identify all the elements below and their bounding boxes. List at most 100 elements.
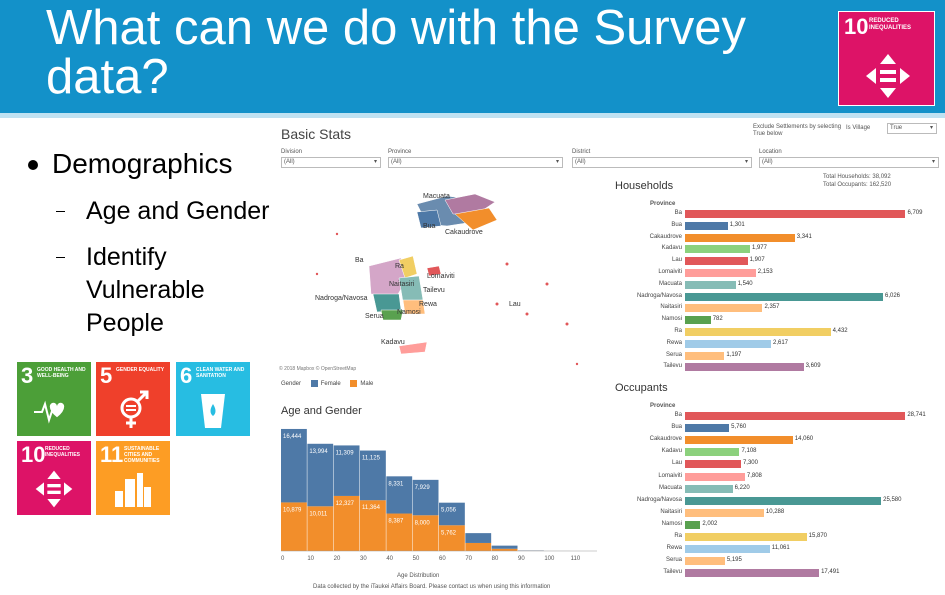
bar-category-label: Cakaudrove — [649, 233, 682, 240]
province-filter[interactable]: (All) ▾ — [388, 157, 563, 168]
bullet-dot — [28, 160, 38, 170]
bar-category-label: Bua — [671, 424, 682, 431]
bar[interactable] — [685, 363, 804, 372]
map-label: Nadroga/Navosa — [315, 295, 368, 302]
bar-value-label: 5,195 — [726, 557, 742, 564]
map-region[interactable] — [426, 265, 442, 277]
female-bar[interactable] — [307, 443, 334, 507]
female-bar[interactable] — [333, 445, 360, 496]
male-bar[interactable] — [281, 502, 307, 551]
map-region[interactable] — [398, 255, 418, 279]
bar-category-label: Nadroga/Navosa — [636, 292, 682, 299]
female-value-label: 3 — [546, 556, 550, 562]
bar[interactable] — [685, 233, 795, 242]
female-bar[interactable] — [439, 502, 465, 526]
bar[interactable] — [685, 472, 745, 481]
female-bar[interactable] — [386, 476, 413, 514]
bar[interactable] — [685, 316, 711, 325]
legend-title: Gender — [281, 381, 302, 388]
bar-category-label: Macuata — [658, 484, 682, 491]
female-value-label: 8,331 — [388, 481, 404, 487]
bar[interactable] — [685, 484, 733, 493]
bar[interactable] — [685, 210, 906, 218]
bar-category-label: Nadroga/Navosa — [636, 496, 682, 503]
bar[interactable] — [685, 339, 771, 348]
bar[interactable] — [685, 436, 793, 445]
bar[interactable] — [685, 508, 764, 517]
female-bar[interactable] — [412, 479, 439, 516]
bar[interactable] — [685, 221, 728, 230]
bar[interactable] — [685, 292, 883, 301]
district-filter[interactable]: (All) ▾ — [572, 157, 752, 168]
male-bar[interactable] — [360, 500, 386, 551]
sdg-10-badge: 10 REDUCED INEQUALITIES — [838, 11, 935, 106]
bar-category-label: Lomaiviti — [658, 472, 682, 479]
female-bar[interactable] — [281, 428, 307, 503]
bar[interactable] — [685, 412, 906, 420]
x-tick-label: 10 — [307, 556, 314, 562]
map-label: Cakaudrove — [445, 229, 483, 236]
bar[interactable] — [685, 557, 725, 566]
bar[interactable] — [685, 269, 756, 277]
slide-title: What can we do with the Survey data? — [46, 1, 746, 104]
sdg-label: REDUCED INEQUALITIES — [869, 18, 912, 31]
bar[interactable] — [685, 520, 701, 529]
male-bar[interactable] — [465, 542, 492, 551]
chevron-down-icon: ▾ — [555, 159, 559, 165]
sub-bullet-text: Identify Vulnerable People — [86, 243, 205, 337]
bar[interactable] — [685, 545, 770, 554]
x-tick-label: 60 — [439, 556, 446, 562]
male-value-label: 11,364 — [362, 505, 381, 511]
map-island — [525, 312, 529, 316]
is-village-label: Is Village — [846, 125, 871, 131]
bar-value-label: 2,357 — [764, 304, 780, 311]
map-region[interactable] — [398, 341, 428, 355]
bar[interactable] — [685, 533, 807, 541]
female-bar[interactable] — [491, 545, 518, 549]
bar-value-label: 3,341 — [796, 233, 812, 240]
male-bar[interactable] — [491, 548, 518, 551]
location-filter[interactable]: (All) ▾ — [759, 157, 939, 168]
map-region[interactable] — [454, 207, 498, 231]
is-village-select[interactable]: True ▾ — [887, 123, 937, 134]
bar-category-label: Lau — [671, 257, 682, 264]
map-region[interactable] — [402, 299, 426, 315]
male-bar[interactable] — [439, 525, 465, 551]
dashboard-panel: Basic Stats Exclude Settlements by selec… — [277, 118, 945, 595]
bar[interactable] — [685, 351, 725, 360]
bar[interactable] — [685, 424, 730, 433]
bar-category-label: Serua — [665, 351, 682, 358]
gender-symbol-icon — [120, 390, 149, 428]
map-region[interactable] — [380, 309, 404, 321]
sdg-11-tile: 11 SUSTAINABLE CITIES AND COMMUNITIES — [96, 441, 170, 515]
sdg-label: CLEAN WATER AND SANITATION — [196, 367, 245, 379]
bar[interactable] — [685, 569, 820, 578]
male-bar[interactable] — [386, 513, 413, 551]
bar[interactable] — [685, 328, 831, 336]
division-filter[interactable]: (All) ▾ — [281, 157, 381, 168]
male-bar[interactable] — [412, 515, 439, 551]
female-bar[interactable] — [465, 533, 492, 543]
bar[interactable] — [685, 304, 763, 313]
bar[interactable] — [685, 448, 740, 457]
filter-label: Location — [759, 149, 782, 155]
sdg-label: GOOD HEALTH AND WELL-BEING — [37, 367, 86, 379]
bar-category-label: Naitasiri — [660, 508, 682, 515]
map-region[interactable] — [416, 209, 442, 229]
chevron-down-icon: ▾ — [929, 125, 933, 131]
fiji-province-map[interactable]: Macuata Bua Cakaudrove Ba Ra Lomaiviti N… — [277, 174, 609, 374]
bar[interactable] — [685, 496, 882, 505]
bar-category-label: Tailevu — [663, 569, 682, 576]
male-bar[interactable] — [333, 495, 360, 551]
bar[interactable] — [685, 280, 736, 289]
male-bar[interactable] — [307, 506, 334, 551]
female-bar[interactable] — [360, 450, 386, 501]
bar[interactable] — [685, 245, 750, 254]
total-occupants: Total Occupants: 162,520 — [823, 182, 892, 188]
map-island — [505, 262, 509, 266]
chevron-down-icon: ▾ — [931, 159, 935, 165]
map-credit: © 2018 Mapbox © OpenStreetMap — [279, 365, 356, 372]
map-region[interactable] — [398, 275, 424, 303]
bar[interactable] — [685, 257, 748, 266]
bar[interactable] — [685, 460, 741, 469]
